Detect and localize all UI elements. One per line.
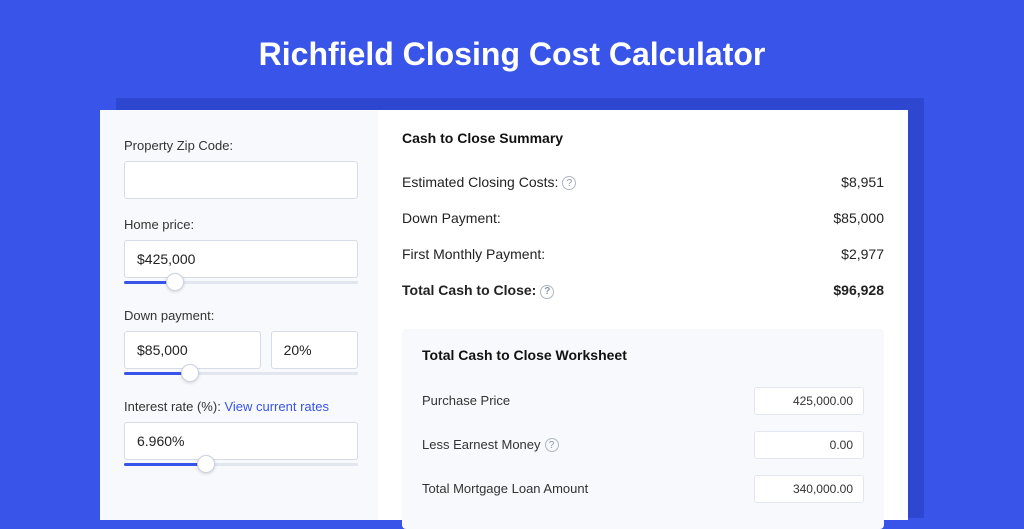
down-payment-pct-input[interactable] xyxy=(271,331,358,369)
help-icon[interactable]: ? xyxy=(562,176,576,190)
zip-field: Property Zip Code: xyxy=(124,138,358,199)
summary-row-value: $85,000 xyxy=(833,210,884,226)
summary-row-label: Down Payment: xyxy=(402,210,501,226)
interest-rate-slider[interactable] xyxy=(124,458,358,472)
summary-row-label: Total Cash to Close:? xyxy=(402,282,554,298)
summary-row-value: $96,928 xyxy=(833,282,884,298)
worksheet-title: Total Cash to Close Worksheet xyxy=(422,347,864,363)
slider-fill xyxy=(124,372,190,375)
worksheet-value-input[interactable] xyxy=(754,475,864,503)
worksheet-rows: Purchase Price Less Earnest Money? Total M… xyxy=(422,379,864,511)
zip-label: Property Zip Code: xyxy=(124,138,358,153)
slider-fill xyxy=(124,463,206,466)
home-price-input[interactable] xyxy=(124,240,358,278)
slider-knob[interactable] xyxy=(197,455,215,473)
inputs-panel: Property Zip Code: Home price: Down paym… xyxy=(100,110,378,520)
home-price-label: Home price: xyxy=(124,217,358,232)
interest-rate-input[interactable] xyxy=(124,422,358,460)
summary-row-value: $8,951 xyxy=(841,174,884,190)
summary-row: Total Cash to Close:? $96,928 xyxy=(402,272,884,308)
worksheet-row-label: Total Mortgage Loan Amount xyxy=(422,481,588,496)
worksheet-row-label: Purchase Price xyxy=(422,393,510,408)
worksheet-panel: Total Cash to Close Worksheet Purchase P… xyxy=(402,329,884,529)
summary-row-label: First Monthly Payment: xyxy=(402,246,545,262)
summary-row-value: $2,977 xyxy=(841,246,884,262)
slider-knob[interactable] xyxy=(181,364,199,382)
interest-rate-label-text: Interest rate (%): xyxy=(124,399,221,414)
interest-rate-label: Interest rate (%): View current rates xyxy=(124,399,358,414)
down-payment-label: Down payment: xyxy=(124,308,358,323)
help-icon[interactable]: ? xyxy=(545,438,559,452)
summary-rows: Estimated Closing Costs:? $8,951 Down Paym… xyxy=(402,164,884,309)
calculator-card: Property Zip Code: Home price: Down paym… xyxy=(100,110,908,520)
home-price-field: Home price: xyxy=(124,217,358,290)
worksheet-row: Total Mortgage Loan Amount xyxy=(422,467,864,511)
worksheet-row: Less Earnest Money? xyxy=(422,423,864,467)
summary-title: Cash to Close Summary xyxy=(402,130,884,146)
slider-knob[interactable] xyxy=(166,273,184,291)
home-price-slider[interactable] xyxy=(124,276,358,290)
help-icon[interactable]: ? xyxy=(540,285,554,299)
down-payment-slider[interactable] xyxy=(124,367,358,381)
summary-row: First Monthly Payment: $2,977 xyxy=(402,236,884,272)
page-title: Richfield Closing Cost Calculator xyxy=(0,0,1024,95)
worksheet-value-input[interactable] xyxy=(754,431,864,459)
worksheet-value-input[interactable] xyxy=(754,387,864,415)
view-rates-link[interactable]: View current rates xyxy=(224,399,329,414)
zip-input[interactable] xyxy=(124,161,358,199)
summary-row-label: Estimated Closing Costs:? xyxy=(402,174,576,190)
worksheet-row-label: Less Earnest Money? xyxy=(422,437,559,453)
summary-row: Estimated Closing Costs:? $8,951 xyxy=(402,164,884,200)
interest-rate-field: Interest rate (%): View current rates xyxy=(124,399,358,472)
summary-row: Down Payment: $85,000 xyxy=(402,200,884,236)
worksheet-row: Purchase Price xyxy=(422,379,864,423)
down-payment-field: Down payment: xyxy=(124,308,358,381)
summary-panel: Cash to Close Summary Estimated Closing … xyxy=(378,110,908,520)
